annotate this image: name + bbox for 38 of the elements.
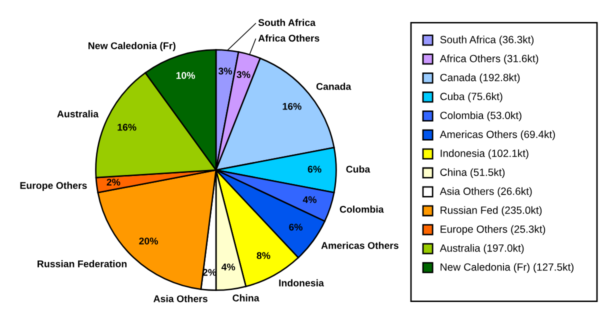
slice-label: New Caledonia (Fr) bbox=[88, 42, 176, 52]
slice-label: Americas Others bbox=[321, 242, 398, 249]
text: Cuba (75.6kt) bbox=[440, 92, 502, 102]
text: China (51.5kt) bbox=[440, 168, 505, 178]
slice-label: South Africa bbox=[258, 18, 316, 26]
slice-label: Colombia bbox=[340, 206, 384, 213]
slice-label: Canada bbox=[316, 82, 352, 90]
text: Canada (192.8kt) bbox=[440, 74, 520, 84]
text: New Caledonia (Fr) (127.5kt) bbox=[440, 263, 574, 273]
text: Colombia (53.0kt) bbox=[440, 111, 522, 122]
text: South Africa (36.3kt) bbox=[440, 36, 534, 46]
data-label: 4% bbox=[221, 264, 236, 270]
data-label: 6% bbox=[289, 224, 303, 231]
text: Asia Others (26.6kt) bbox=[440, 187, 532, 197]
slice-label: Australia bbox=[57, 110, 99, 118]
slice-label: Africa Others bbox=[258, 34, 320, 42]
data-label: 6% bbox=[308, 166, 322, 173]
data-label: 3% bbox=[218, 68, 232, 75]
data-label: 4% bbox=[302, 196, 317, 204]
text: Americas Others (69.4kt) bbox=[440, 130, 555, 140]
data-label: 3% bbox=[236, 71, 250, 78]
slice-label: Europe Others bbox=[20, 182, 87, 191]
slice-label: China bbox=[232, 294, 260, 302]
data-label: 16% bbox=[118, 124, 136, 131]
text: Europe Others (25.3kt) bbox=[440, 225, 546, 235]
data-label: 2% bbox=[106, 178, 120, 186]
data-label: 16% bbox=[282, 102, 302, 110]
text: Indonesia (102.1kt) bbox=[440, 149, 528, 160]
data-label: 10% bbox=[176, 72, 196, 79]
text: Russian Fed (235.0kt) bbox=[440, 206, 542, 216]
slice-label: Cuba bbox=[346, 166, 370, 173]
text: Africa Others (31.6kt) bbox=[440, 54, 538, 64]
data-label: 20% bbox=[139, 238, 158, 245]
data-label: 8% bbox=[256, 252, 270, 260]
slice-label: Russian Federation bbox=[38, 260, 127, 268]
slice-label: Asia Others bbox=[154, 295, 208, 302]
text: Australia (197.0kt) bbox=[440, 244, 524, 254]
slice-label: Indonesia bbox=[279, 279, 324, 286]
